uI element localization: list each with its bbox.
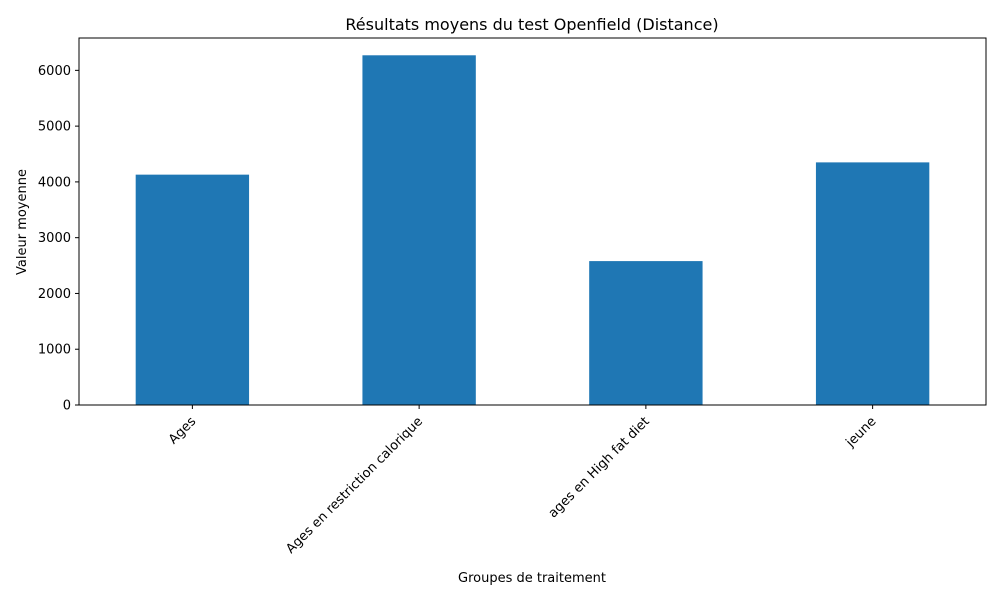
x-axis-ticks: Ages Ages en restriction calorique ages en… [166,405,879,557]
x-axis-label: Groupes de traitement [458,571,606,586]
x-tick-label-1: Ages en restriction calorique [283,414,426,557]
chart-title: Résultats moyens du test Openfield (Dist… [345,15,718,34]
y-tick-label-2: 2000 [38,287,71,302]
y-tick-label-4: 4000 [38,175,71,190]
y-tick-label-6: 6000 [38,64,71,79]
bar-0 [135,174,250,405]
plot-frame [78,37,987,406]
bar-2 [589,261,703,405]
bars-group [135,55,930,405]
y-axis-ticks: 0 1000 2000 3000 4000 5000 6000 [38,64,79,414]
y-tick-label-3: 3000 [38,231,71,246]
y-tick-label-0: 0 [63,399,71,414]
y-axis-label: Valeur moyenne [15,169,30,275]
x-tick-label-2: ages en High fat diet [546,414,653,521]
y-tick-label-1: 1000 [38,343,71,358]
bar-3 [815,162,930,405]
bar-1 [362,55,476,405]
x-tick-label-0: Ages [166,414,199,447]
x-tick-label-3: jeune [843,414,880,451]
y-tick-label-5: 5000 [38,120,71,135]
